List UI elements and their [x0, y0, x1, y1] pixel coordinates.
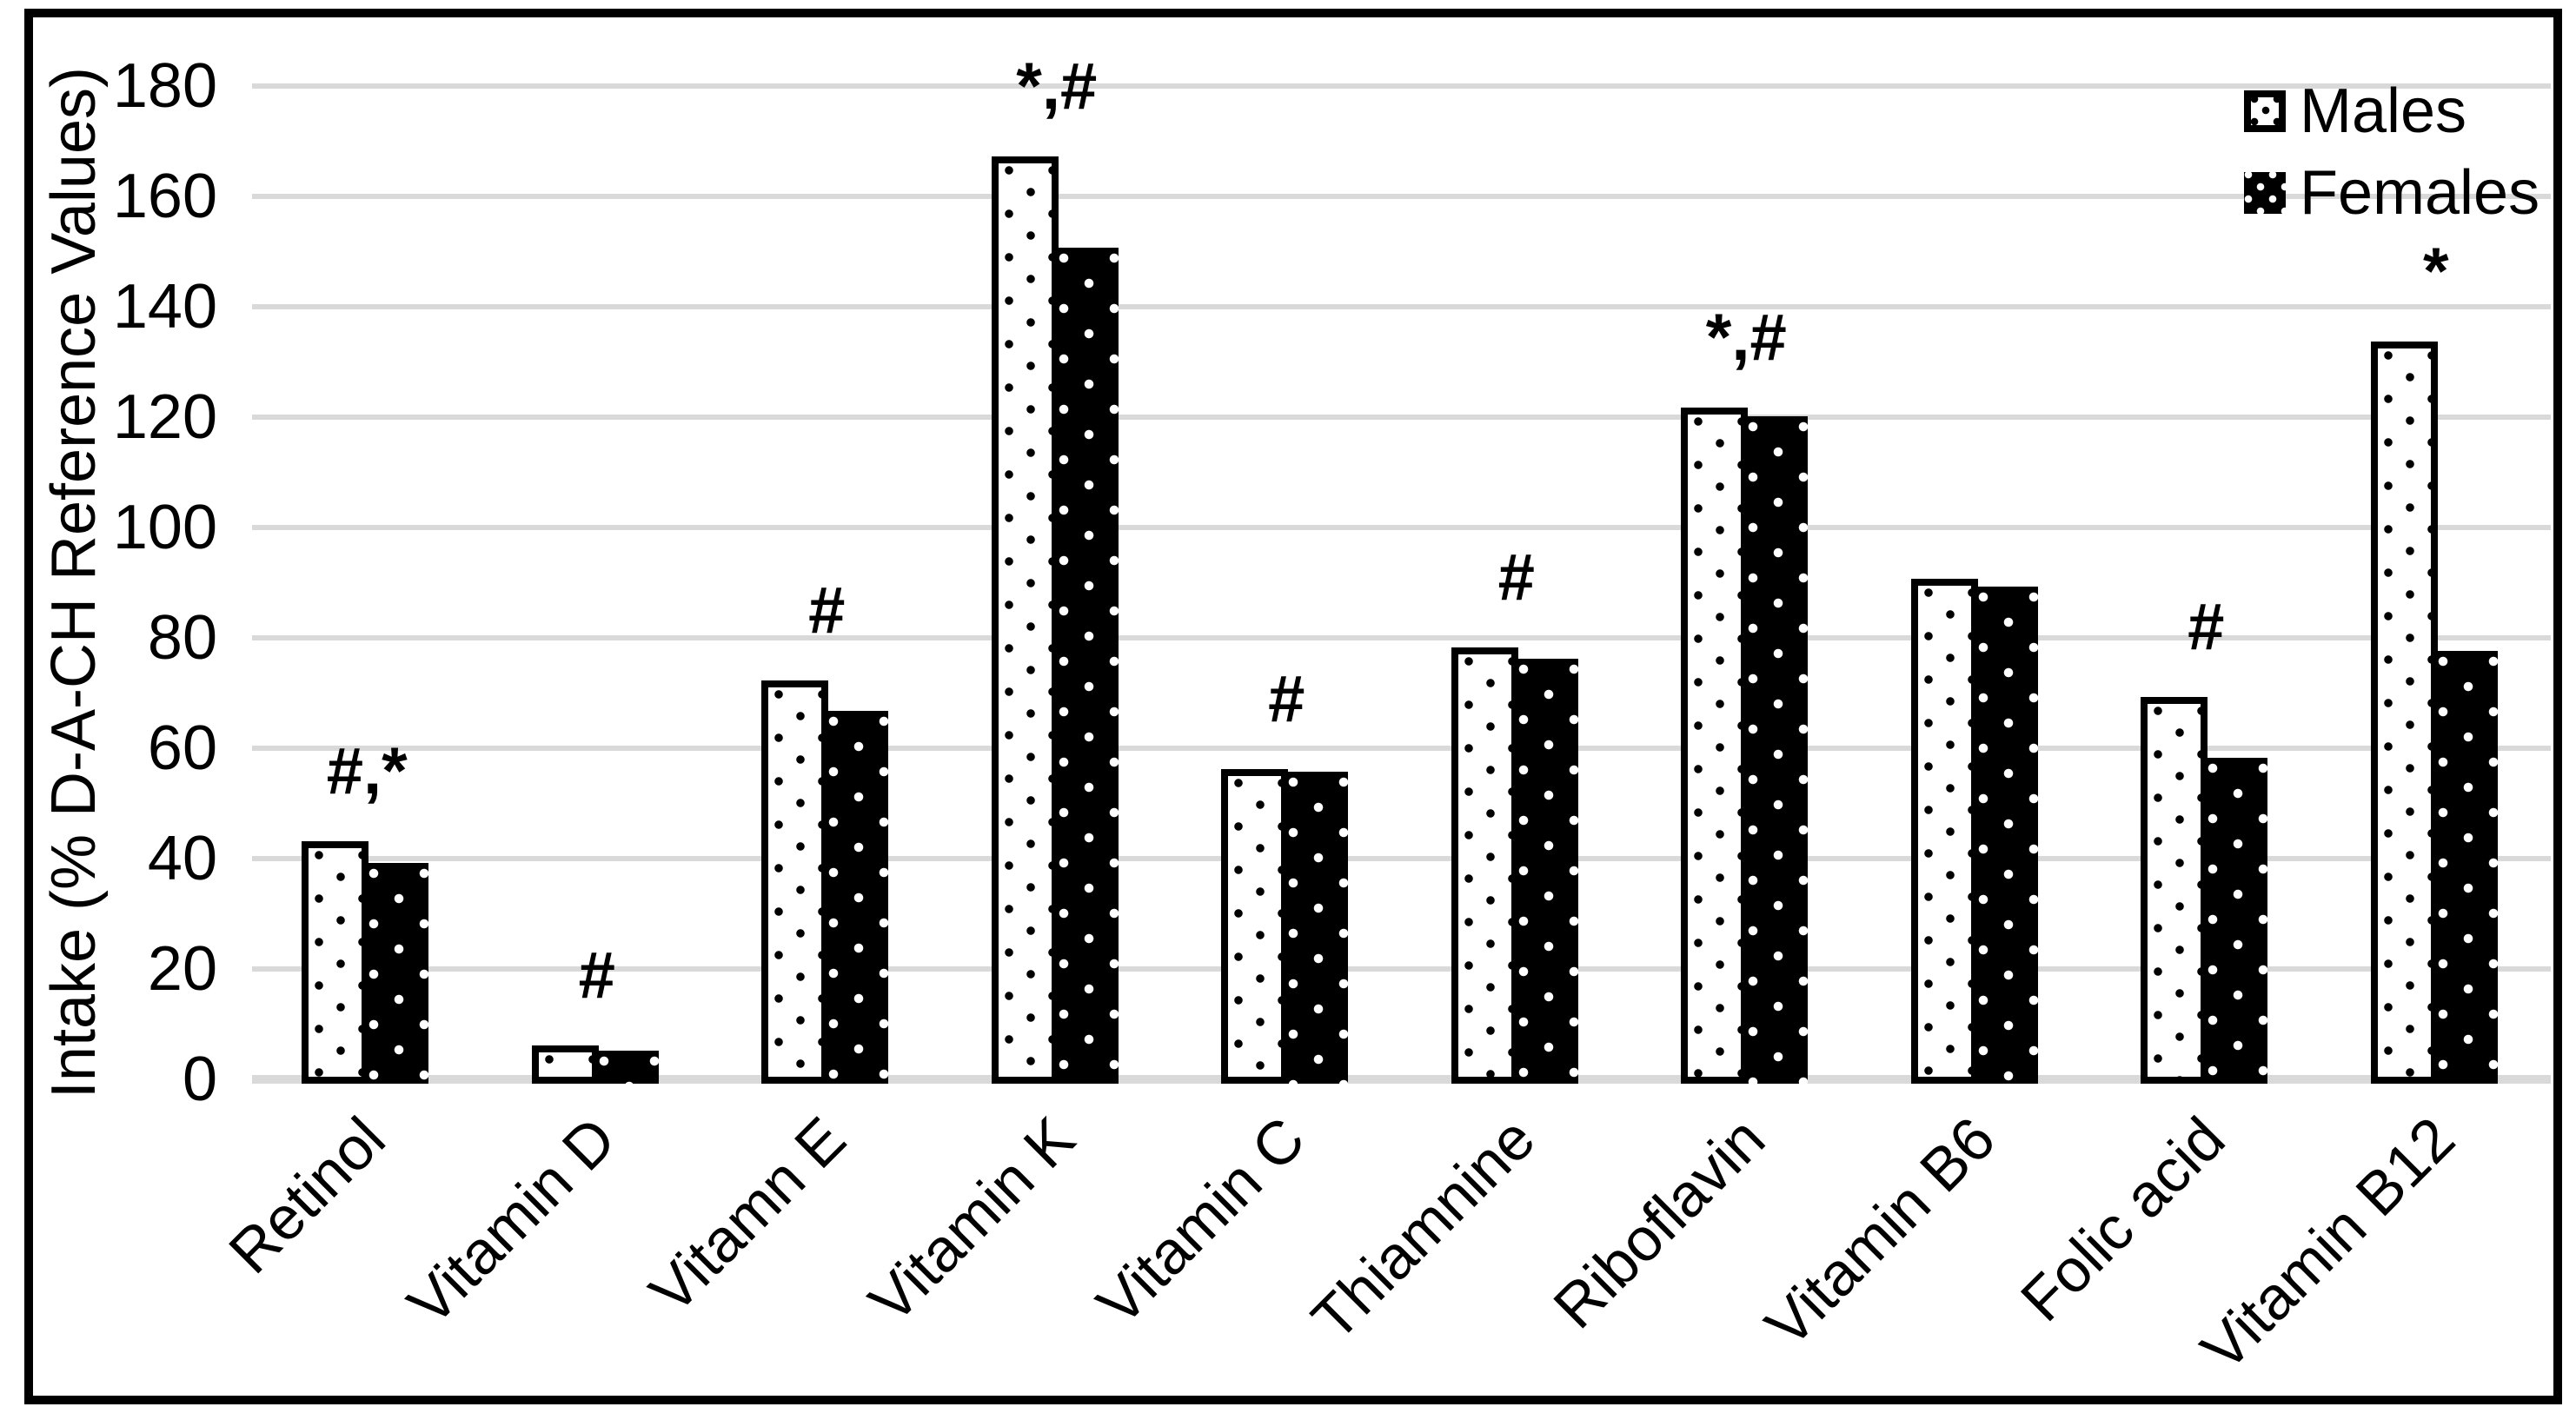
y-tick-label: 80: [147, 603, 217, 673]
y-tick-label: 0: [182, 1045, 217, 1114]
y-tick-label: 160: [112, 162, 217, 231]
females-bar: [1051, 248, 1119, 1084]
females-bar: [2430, 651, 2498, 1084]
significance-annotation: *,#: [1016, 50, 1098, 123]
females-bar: [1741, 416, 1809, 1084]
significance-annotation: #: [578, 939, 615, 1012]
x-axis-zero-line: [252, 1075, 2551, 1084]
males-bar: [2141, 697, 2208, 1084]
gridline: [252, 856, 2551, 861]
females-bar: [591, 1051, 659, 1084]
females-bar: [2201, 758, 2268, 1084]
y-tick-label: 120: [112, 382, 217, 452]
y-tick-label: 100: [112, 493, 217, 562]
females-bar: [821, 711, 889, 1084]
chart-outer-border: [24, 9, 2562, 1404]
gridline: [252, 415, 2551, 420]
significance-annotation: *: [2422, 235, 2449, 309]
gridline: [252, 635, 2551, 640]
males-bar: [761, 680, 829, 1084]
females-bar: [1970, 587, 2038, 1084]
significance-annotation: *,#: [1705, 301, 1787, 375]
y-tick-label: 140: [112, 272, 217, 342]
females-swatch-icon: [2244, 172, 2286, 214]
males-bar: [2370, 342, 2438, 1084]
significance-annotation: #: [2188, 590, 2225, 664]
males-bar: [1910, 579, 1978, 1084]
males-swatch-icon: [2244, 90, 2286, 132]
significance-annotation: #: [808, 574, 846, 647]
y-tick-label: 40: [147, 824, 217, 893]
legend-item-females: Females: [2244, 158, 2539, 228]
legend-label-males: Males: [2300, 76, 2467, 146]
gridline: [252, 746, 2551, 751]
females-bar: [362, 863, 429, 1084]
males-bar: [302, 841, 369, 1084]
gridline: [252, 525, 2551, 530]
y-tick-label: 20: [147, 934, 217, 1004]
y-tick-label: 180: [112, 51, 217, 121]
males-bar: [991, 156, 1059, 1084]
significance-annotation: #,*: [326, 734, 408, 808]
males-bar: [1681, 408, 1749, 1084]
legend-label-females: Females: [2300, 158, 2540, 228]
males-bar: [1451, 647, 1518, 1084]
significance-annotation: #: [1268, 662, 1305, 736]
y-tick-label: 60: [147, 713, 217, 783]
gridline: [252, 194, 2551, 199]
legend: Males Females: [2244, 76, 2539, 240]
males-bar: [1221, 769, 1289, 1084]
gridline: [252, 83, 2551, 89]
females-bar: [1510, 659, 1578, 1084]
males-bar: [531, 1045, 599, 1084]
significance-annotation: #: [1497, 541, 1535, 614]
legend-item-males: Males: [2244, 76, 2539, 146]
females-bar: [1281, 772, 1349, 1084]
gridline: [252, 304, 2551, 309]
gridline: [252, 966, 2551, 972]
